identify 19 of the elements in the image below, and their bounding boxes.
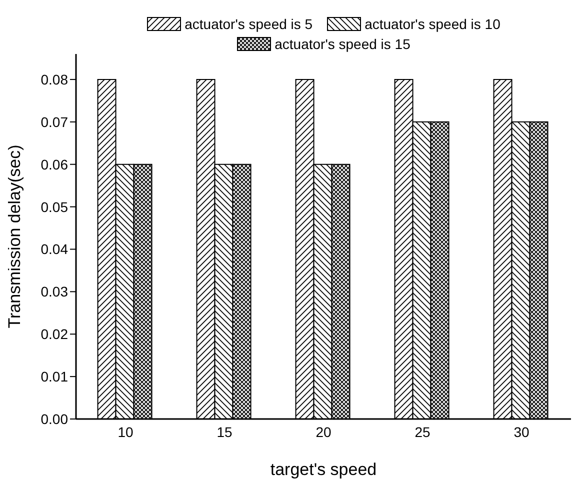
y-tick-label: 0.02 — [40, 326, 68, 342]
y-tick-label: 0.04 — [40, 241, 68, 258]
x-tick-label: 15 — [216, 424, 232, 440]
y-tick-label: 0.00 — [40, 410, 68, 427]
y-tick-label: 0.08 — [40, 71, 68, 88]
y-tick-label: 0.05 — [40, 198, 68, 215]
x-tick-label: 30 — [514, 424, 530, 440]
y-tick-label: 0.07 — [40, 114, 68, 130]
y-tick-label: 0.06 — [40, 156, 68, 172]
x-tick-label: 25 — [414, 424, 430, 440]
x-tick-label: 20 — [316, 424, 332, 440]
x-axis-title: target's speed — [270, 460, 377, 479]
legend-label: actuator's speed is 5 — [184, 15, 313, 34]
y-axis-title: Transmission delay(sec) — [5, 144, 24, 328]
y-tick-label: 0.03 — [40, 284, 68, 300]
legend-label: actuator's speed is 10 — [364, 15, 500, 34]
x-tick-label: 10 — [118, 424, 134, 440]
y-tick-label: 0.01 — [40, 368, 68, 385]
legend-label: actuator's speed is 15 — [274, 35, 410, 54]
